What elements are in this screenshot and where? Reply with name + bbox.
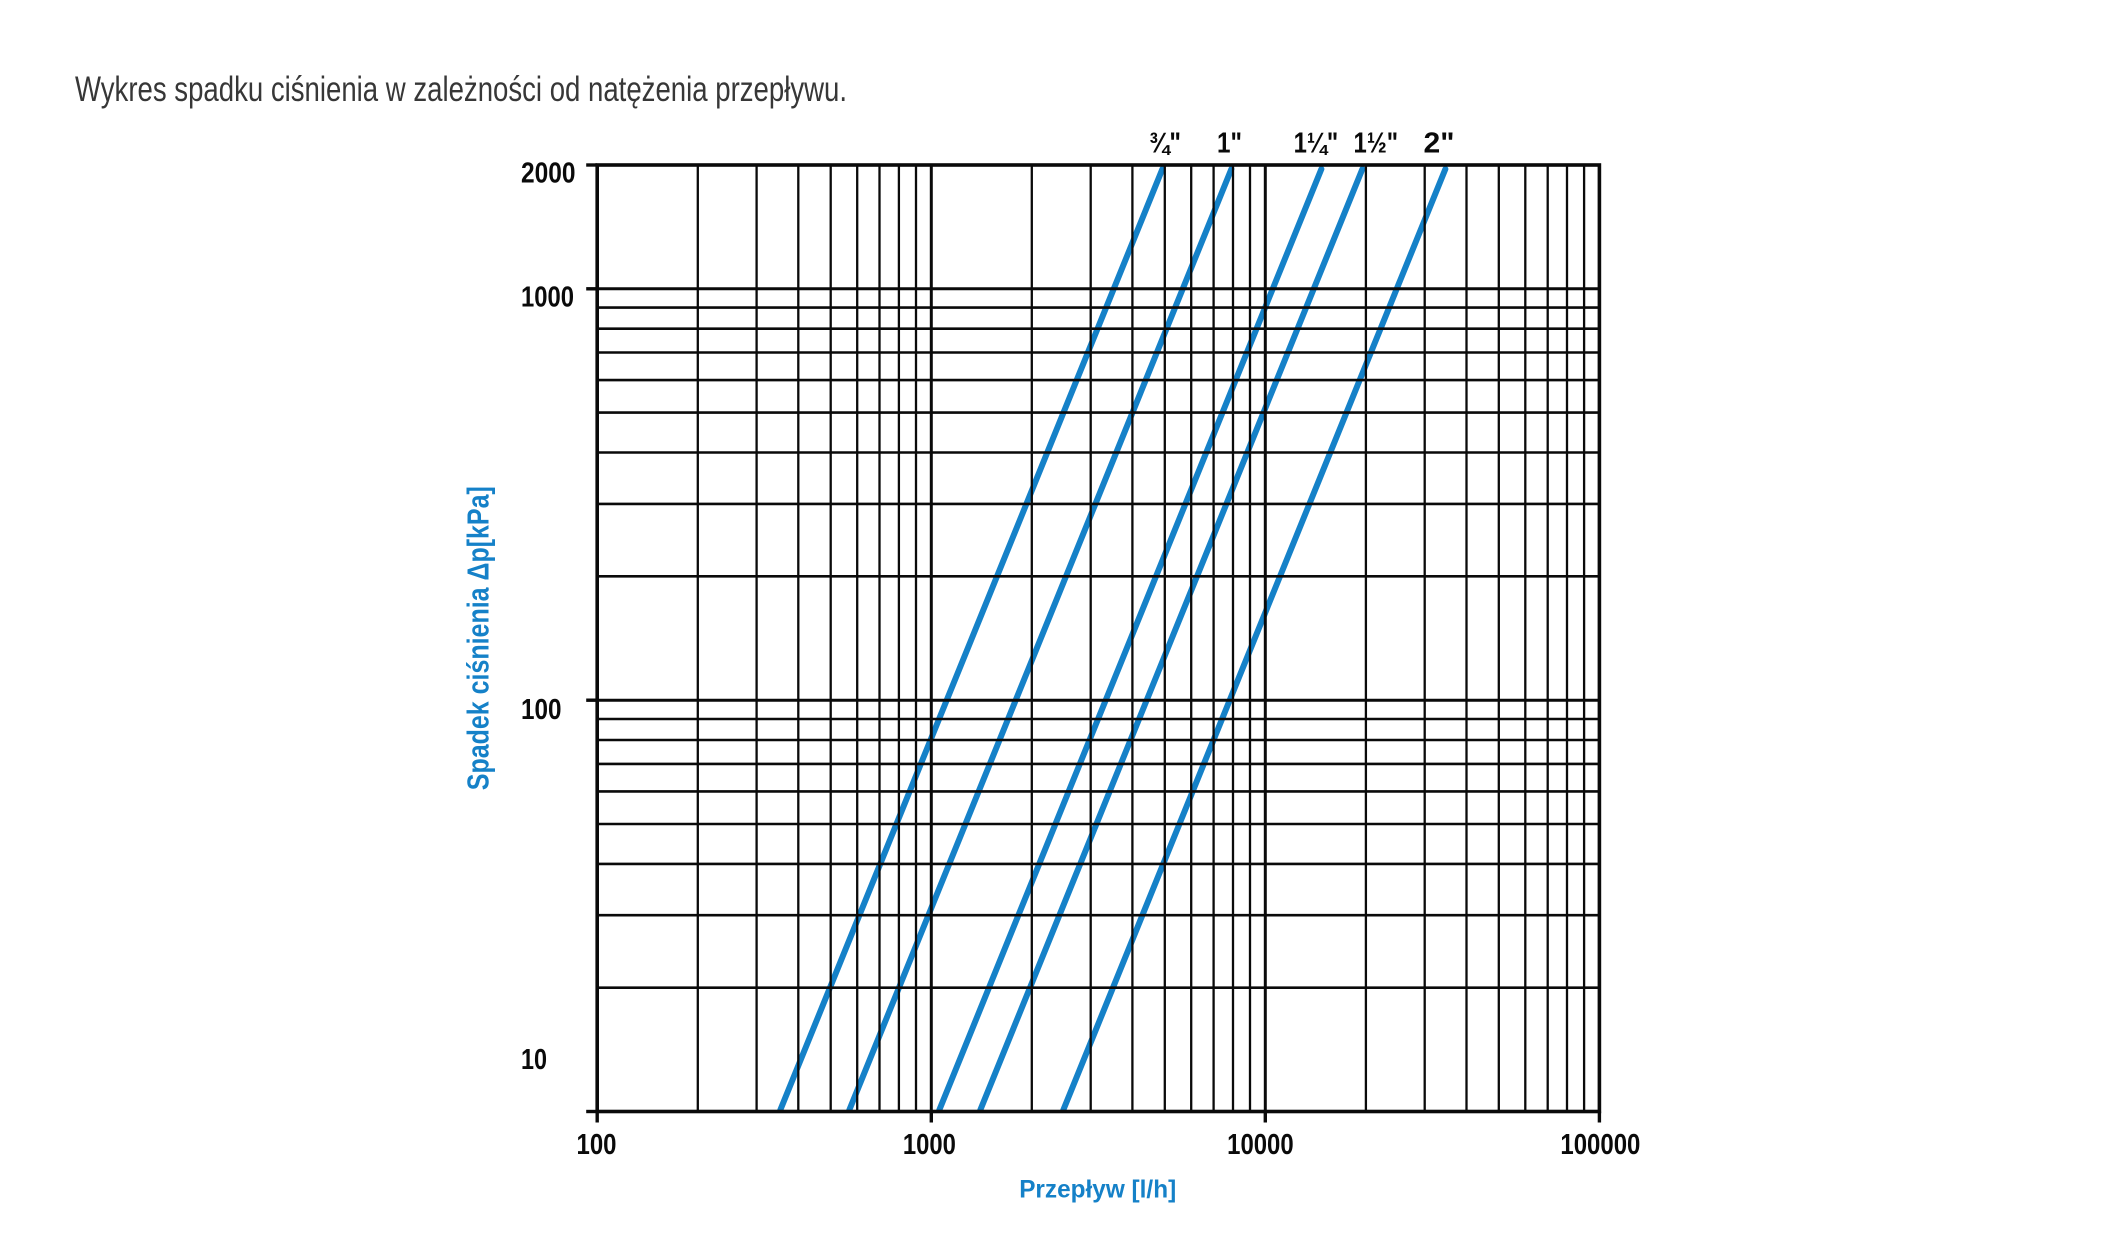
svg-text:1¼": 1¼" — [1294, 127, 1339, 159]
svg-text:1": 1" — [1217, 127, 1242, 159]
svg-text:¾": ¾" — [1149, 127, 1181, 159]
svg-text:10000: 10000 — [1227, 1129, 1294, 1161]
svg-text:Przepływ [l/h]: Przepływ [l/h] — [1019, 1175, 1176, 1203]
svg-text:100: 100 — [577, 1129, 617, 1161]
svg-text:Spadek ciśnienia Δp[kPa]: Spadek ciśnienia Δp[kPa] — [462, 486, 496, 790]
svg-text:1000: 1000 — [521, 282, 574, 314]
svg-text:100: 100 — [521, 694, 562, 726]
svg-text:100000: 100000 — [1560, 1129, 1640, 1161]
svg-text:2": 2" — [1424, 127, 1455, 159]
svg-text:Wykres spadku ciśnienia w zale: Wykres spadku ciśnienia w zależności od … — [75, 70, 847, 109]
svg-text:2000: 2000 — [521, 158, 576, 190]
svg-text:10: 10 — [521, 1044, 547, 1076]
svg-text:1000: 1000 — [903, 1129, 956, 1161]
svg-text:1½": 1½" — [1354, 127, 1399, 159]
